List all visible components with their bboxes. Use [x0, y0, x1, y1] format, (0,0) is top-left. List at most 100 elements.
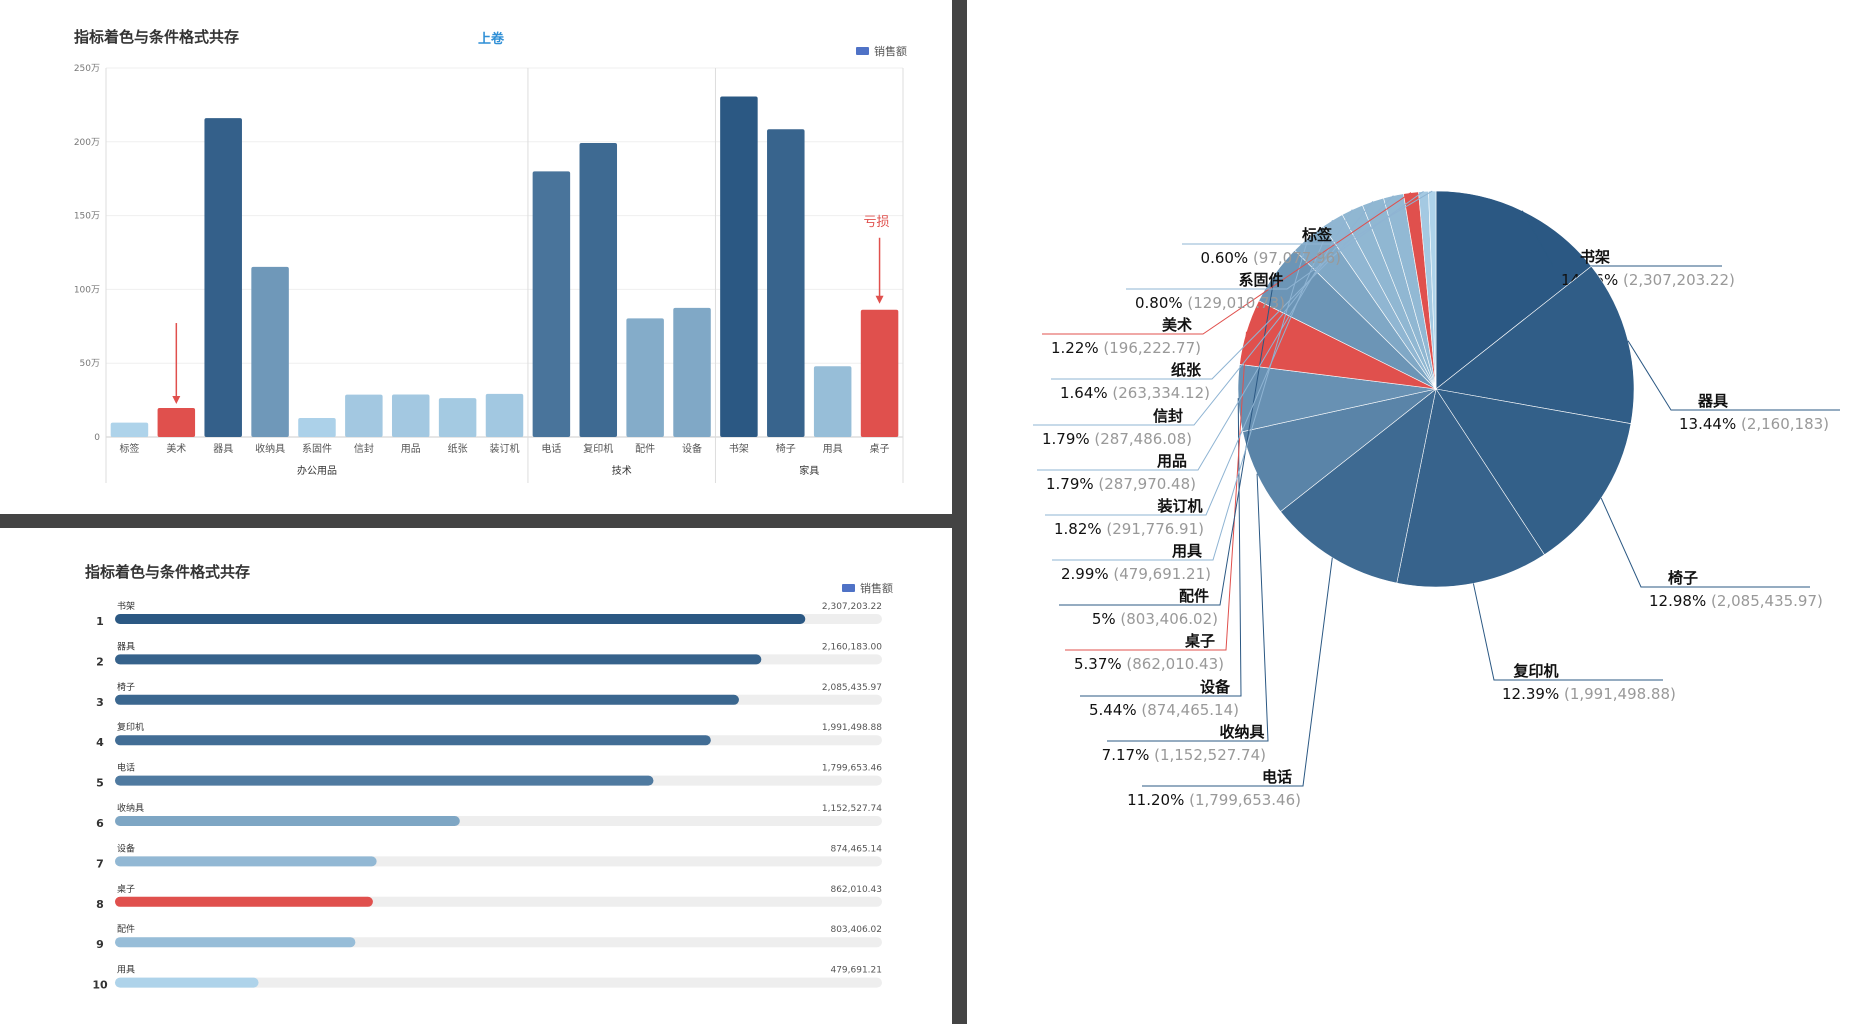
rank-chart-legend[interactable]: 销售额 [842, 580, 893, 596]
x-tick-label: 美术 [166, 442, 186, 455]
slice-amount: (196,222.77) [1103, 339, 1201, 357]
slice-amount: (263,334.12) [1112, 384, 1210, 402]
arrow-head [875, 295, 884, 304]
rank-number: 2 [96, 655, 104, 668]
leader-line [1627, 340, 1840, 411]
row-value: 2,307,203.22 [822, 602, 882, 612]
rank-number: 4 [96, 736, 104, 749]
slice-amount: (2,307,203.22) [1623, 271, 1735, 289]
group-label: 家具 [799, 464, 819, 477]
slice-value-label: 12.39% (1,991,498.88) [1502, 685, 1676, 703]
row-value: 1,991,498.88 [822, 723, 882, 733]
x-tick-label: 用品 [401, 443, 421, 455]
slice-name-label: 复印机 [1512, 662, 1558, 680]
bar-设备 [673, 307, 711, 437]
slice-value-label: 1.22% (196,222.77) [1051, 339, 1201, 357]
rank-chart-panel: 指标着色与条件格式共存 销售额 1 书架 2,307,203.22 2 器具 2,160,… [0, 528, 952, 1024]
rank-number: 5 [96, 777, 104, 790]
row-value: 2,085,435.97 [822, 683, 882, 693]
slice-name-label: 书架 [1580, 248, 1610, 266]
bar-用具 [813, 366, 852, 437]
bar-配件 [626, 318, 664, 437]
bar-书架 [720, 96, 758, 438]
slice-name-label: 信封 [1153, 407, 1183, 425]
slice-amount: (1,152,527.74) [1154, 746, 1266, 764]
rank-chart: 1 书架 2,307,203.22 2 器具 2,160,183.00 3 椅子 2,085,4… [92, 601, 882, 992]
bar-标签 [110, 422, 149, 437]
slice-name-label: 美术 [1162, 316, 1192, 334]
bar-收纳具 [251, 266, 289, 437]
row-label: 配件 [117, 923, 135, 935]
row-label: 桌子 [117, 883, 135, 895]
rank-number: 6 [96, 817, 104, 830]
x-tick-label: 信封 [354, 442, 374, 455]
slice-percent: 12.98% [1649, 592, 1711, 610]
slice-name-label: 配件 [1179, 587, 1209, 605]
slice-percent: 1.79% [1046, 475, 1098, 493]
leader-line [1182, 190, 1433, 245]
slice-percent: 1.22% [1051, 339, 1103, 357]
horizontal-divider [0, 514, 952, 528]
slice-value-label: 1.79% (287,970.48) [1046, 475, 1196, 493]
bar-系固件 [298, 417, 336, 437]
column-chart-legend[interactable]: 销售额 [856, 43, 907, 59]
row-label: 收纳具 [117, 802, 144, 814]
slice-percent: 0.80% [1135, 294, 1187, 312]
slice-name-label: 设备 [1200, 678, 1231, 696]
bar-配件 [115, 937, 356, 948]
x-tick-label: 标签 [119, 442, 139, 455]
leader-line [1059, 274, 1276, 606]
bar-复印机 [579, 143, 618, 438]
slice-amount: (291,776.91) [1106, 520, 1204, 538]
bar-装订机 [485, 393, 524, 437]
bar-信封 [345, 394, 383, 437]
slice-name-label: 器具 [1697, 392, 1728, 410]
leader-line [1033, 201, 1374, 426]
slice-value-label: 0.80% (129,010.73) [1135, 294, 1285, 312]
slice-name-label: 纸张 [1171, 361, 1202, 379]
row-label: 用具 [117, 965, 135, 976]
row-value: 2,160,183.00 [822, 642, 882, 652]
bar-器具 [115, 654, 762, 665]
slice-percent: 5.44% [1089, 701, 1141, 719]
pie-slice-器具 [1435, 265, 1635, 425]
rank-number: 9 [96, 938, 104, 951]
row-value: 862,010.43 [830, 885, 882, 895]
slice-amount: (479,691.21) [1113, 565, 1211, 583]
y-tick-label: 150万 [74, 212, 100, 222]
rank-number: 10 [92, 979, 108, 992]
slice-percent: 5% [1092, 610, 1121, 628]
x-tick-label: 器具 [213, 443, 233, 455]
leader-line [1472, 583, 1663, 681]
x-tick-label: 桌子 [870, 442, 890, 455]
leader-line [1037, 209, 1353, 471]
slice-value-label: 5.37% (862,010.43) [1074, 655, 1224, 673]
row-label: 书架 [117, 601, 135, 612]
rank-number: 8 [96, 898, 104, 911]
bar-器具 [204, 118, 242, 438]
leader-line [1107, 473, 1269, 742]
rank-chart-title: 指标着色与条件格式共存 [85, 563, 251, 581]
x-tick-label: 椅子 [776, 442, 796, 455]
y-tick-label: 0 [94, 433, 100, 443]
x-tick-label: 配件 [635, 443, 655, 455]
leader-line [1142, 557, 1333, 787]
row-value: 1,799,653.46 [822, 764, 882, 774]
row-label: 复印机 [117, 721, 144, 733]
x-tick-label: 用具 [823, 443, 843, 455]
slice-percent: 13.44% [1679, 415, 1741, 433]
slice-value-label: 0.60% (97,077.96) [1201, 249, 1341, 267]
slice-name-label: 桌子 [1184, 632, 1215, 650]
leader-line [1051, 195, 1394, 380]
leader-line [1080, 398, 1242, 697]
slice-value-label: 1.82% (291,776.91) [1054, 520, 1204, 538]
column-chart-panel: 指标着色与条件格式共存 上卷 销售额 0 50万 100万 150万 200万 250万标… [0, 0, 952, 514]
bar-电话 [532, 171, 571, 437]
group-label: 办公用品 [297, 464, 337, 477]
roll-up-link[interactable]: 上卷 [478, 32, 505, 47]
slice-percent: 12.39% [1502, 685, 1564, 703]
slice-percent: 1.64% [1060, 384, 1112, 402]
bar-用品 [391, 394, 430, 437]
x-tick-label: 系固件 [302, 443, 332, 455]
